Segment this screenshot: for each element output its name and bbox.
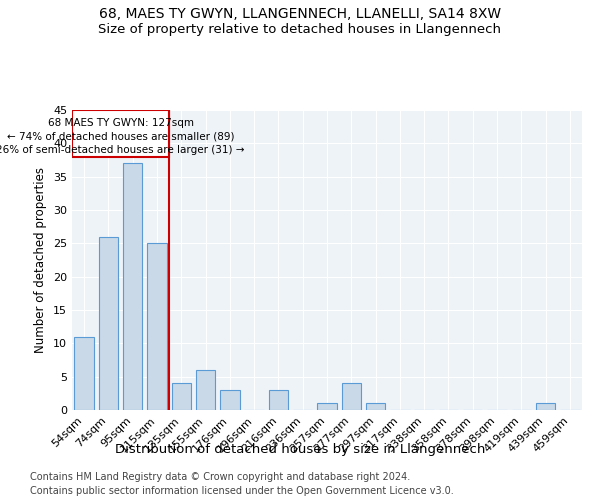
Text: ← 74% of detached houses are smaller (89): ← 74% of detached houses are smaller (89… <box>7 132 235 141</box>
Bar <box>99 236 118 410</box>
Bar <box>269 390 288 410</box>
Bar <box>317 404 337 410</box>
Bar <box>172 384 191 410</box>
Text: Contains HM Land Registry data © Crown copyright and database right 2024.: Contains HM Land Registry data © Crown c… <box>30 472 410 482</box>
Bar <box>147 244 167 410</box>
Text: Size of property relative to detached houses in Llangennech: Size of property relative to detached ho… <box>98 22 502 36</box>
Bar <box>536 404 555 410</box>
Text: 26% of semi-detached houses are larger (31) →: 26% of semi-detached houses are larger (… <box>0 144 245 154</box>
Text: Contains public sector information licensed under the Open Government Licence v3: Contains public sector information licen… <box>30 486 454 496</box>
Text: Distribution of detached houses by size in Llangennech: Distribution of detached houses by size … <box>115 442 485 456</box>
Bar <box>220 390 239 410</box>
Bar <box>72 110 169 156</box>
Text: 68, MAES TY GWYN, LLANGENNECH, LLANELLI, SA14 8XW: 68, MAES TY GWYN, LLANGENNECH, LLANELLI,… <box>99 8 501 22</box>
Bar <box>123 164 142 410</box>
Bar <box>341 384 361 410</box>
Bar <box>74 336 94 410</box>
Bar <box>196 370 215 410</box>
Text: 68 MAES TY GWYN: 127sqm: 68 MAES TY GWYN: 127sqm <box>47 118 194 128</box>
Y-axis label: Number of detached properties: Number of detached properties <box>34 167 47 353</box>
Bar <box>366 404 385 410</box>
